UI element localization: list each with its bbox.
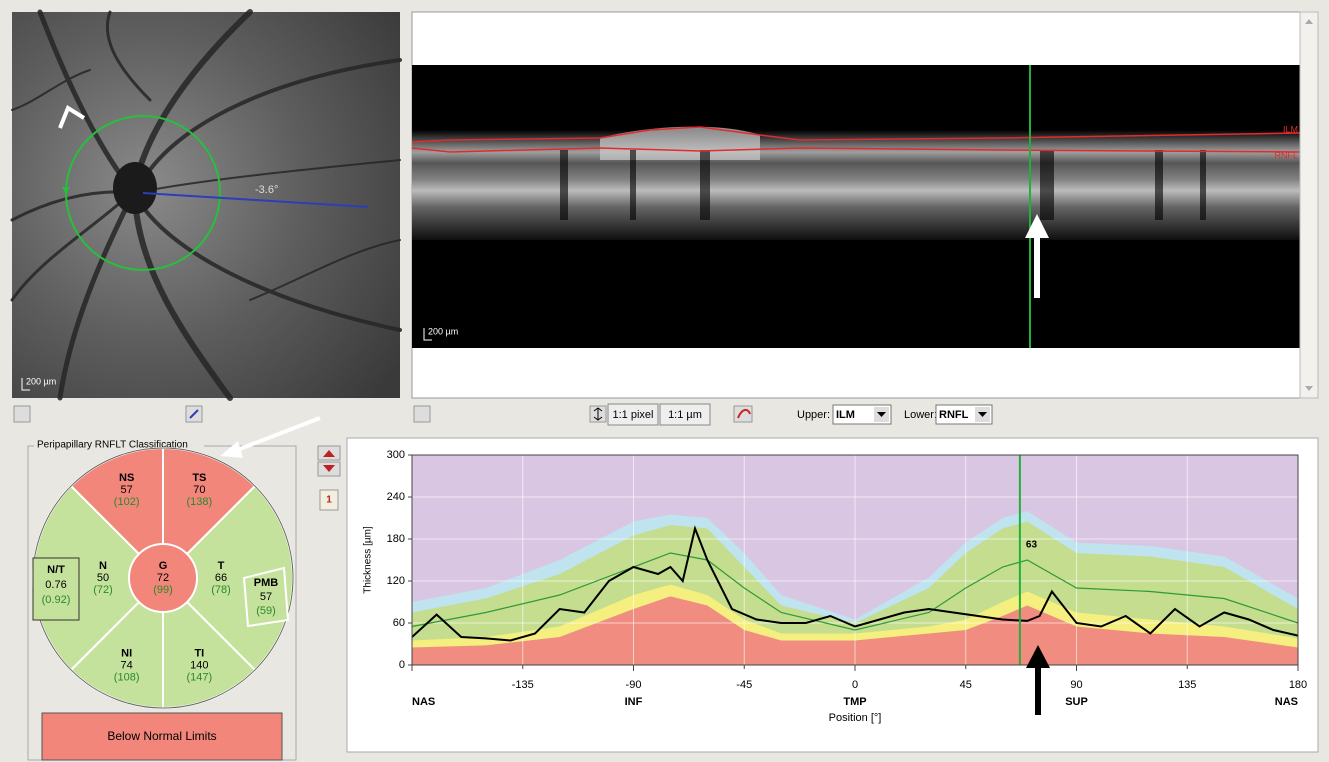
sector-value: 70 [193, 484, 205, 496]
y-tick-label: 240 [387, 491, 405, 503]
report-window: -3.6° 200 µm ILM RNFL 200 µm [0, 0, 1329, 762]
x-tick-label: 0 [852, 679, 858, 691]
sector-label: TI [194, 648, 204, 660]
zoom-pixel-label: 1:1 pixel [613, 409, 654, 421]
global-value: 72 [157, 572, 169, 584]
angle-label: -3.6° [255, 184, 278, 196]
sector-normal: (138) [187, 496, 213, 508]
sector-normal: (108) [114, 672, 140, 684]
pmb-normal: (59) [256, 605, 276, 617]
y-tick-label: 180 [387, 533, 405, 545]
x-tick-label: 45 [960, 679, 972, 691]
rnfl-label: RNFL [1274, 150, 1298, 160]
sector-value: 140 [190, 660, 208, 672]
y-axis-label: Thickness [µm] [363, 526, 374, 594]
lower-value: RNFL [939, 409, 969, 421]
page-button-label: 1 [326, 495, 332, 506]
hand-tool[interactable] [14, 406, 30, 422]
region-label: NAS [412, 696, 435, 708]
sector-normal: (72) [93, 584, 113, 596]
sector-value: 50 [97, 572, 109, 584]
x-axis-label: Position [°] [829, 712, 882, 724]
x-tick-label: 135 [1178, 679, 1196, 691]
nt-normal: (0.92) [42, 594, 71, 606]
region-label: SUP [1065, 696, 1088, 708]
sector-label: NS [119, 472, 134, 484]
upper-value: ILM [836, 409, 855, 421]
pmb-label: PMB [254, 577, 279, 589]
sector-normal: (78) [211, 584, 231, 596]
y-tick-label: 0 [399, 659, 405, 671]
x-tick-label: 90 [1070, 679, 1082, 691]
sector-label: T [218, 560, 225, 572]
x-tick-label: -135 [512, 679, 534, 691]
hand-tool[interactable] [414, 406, 430, 422]
pmb-value: 57 [260, 591, 272, 603]
sector-value: 66 [215, 572, 227, 584]
fundus-image: -3.6° 200 µm [12, 12, 400, 398]
sector-normal: (147) [187, 672, 213, 684]
sector-normal: (102) [114, 496, 140, 508]
y-tick-label: 300 [387, 449, 405, 461]
bscan-scale-label: 200 µm [428, 326, 458, 336]
nt-label: N/T [47, 564, 65, 576]
x-tick-label: 180 [1289, 679, 1307, 691]
x-tick-label: -45 [736, 679, 752, 691]
sector-label: NI [121, 648, 132, 660]
upper-label: Upper: [797, 409, 830, 421]
sector-value: 57 [121, 484, 133, 496]
region-label: INF [625, 696, 643, 708]
cursor-value: 63 [1026, 540, 1038, 551]
ilm-label: ILM [1283, 124, 1298, 134]
scale-label: 200 µm [26, 376, 56, 386]
y-tick-label: 120 [387, 575, 405, 587]
region-label: NAS [1275, 696, 1298, 708]
bscan-panel: ILM RNFL 200 µm [412, 12, 1318, 398]
thickness-chart: 63 0 60 120 180 240 300 -135 -90 -45 0 45 90 135 180 NA… [347, 438, 1318, 752]
lower-label: Lower: [904, 409, 937, 421]
region-label: TMP [843, 696, 866, 708]
global-normal: (99) [153, 584, 173, 596]
nt-value: 0.76 [45, 579, 66, 591]
scrollbar[interactable] [1300, 12, 1318, 398]
sector-label: N [99, 560, 107, 572]
sector-value: 74 [121, 660, 133, 672]
sector-label: TS [192, 472, 206, 484]
global-label: G [159, 560, 168, 572]
zoom-um-label: 1:1 µm [668, 409, 702, 421]
result-label: Below Normal Limits [107, 729, 216, 743]
y-tick-label: 60 [393, 617, 405, 629]
x-tick-label: -90 [626, 679, 642, 691]
